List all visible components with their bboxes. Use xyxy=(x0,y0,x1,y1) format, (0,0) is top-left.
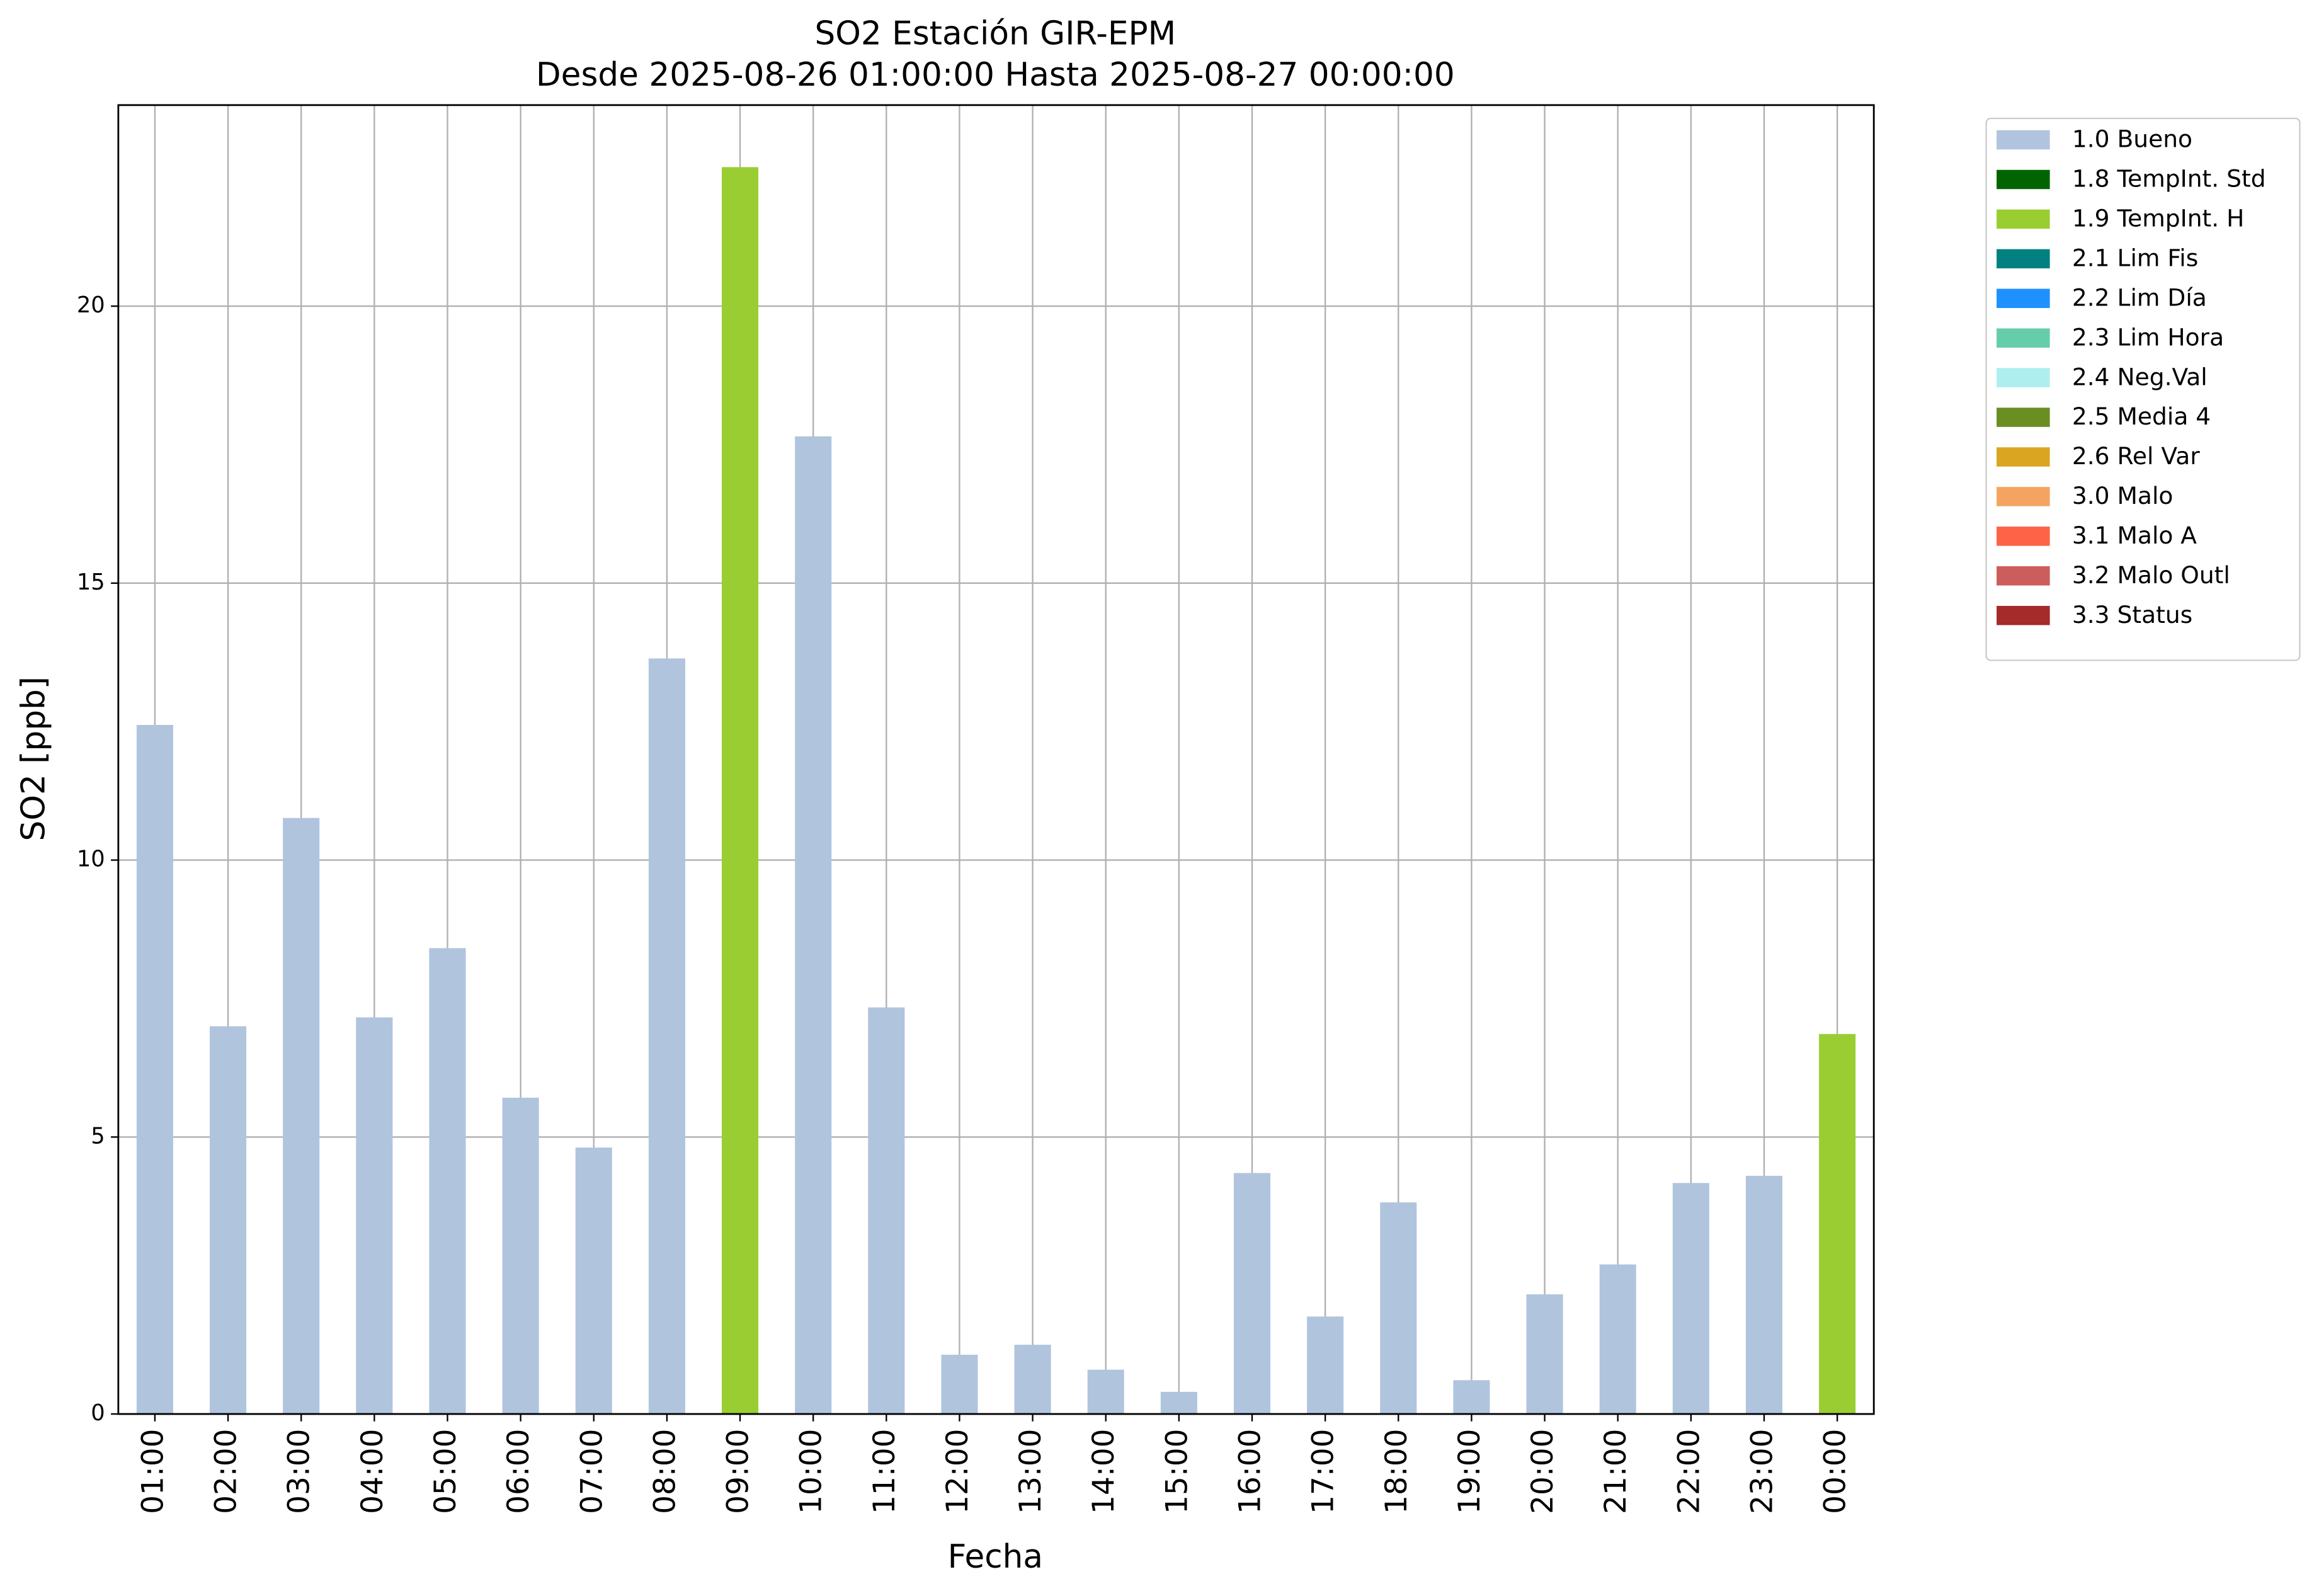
bar xyxy=(648,658,685,1415)
legend-label: 2.3 Lim Hora xyxy=(2072,323,2224,351)
legend-swatch xyxy=(1997,130,2050,150)
bar xyxy=(722,167,759,1415)
legend-swatch xyxy=(1997,408,2050,427)
bar xyxy=(210,1026,247,1415)
legend-swatch xyxy=(1997,566,2050,586)
chart-title: SO2 Estación GIR-EPM xyxy=(814,14,1176,52)
y-axis-label: SO2 [ppb] xyxy=(14,676,52,841)
legend-label: 3.1 Malo A xyxy=(2072,522,2197,549)
legend-swatch xyxy=(1997,249,2050,269)
x-tick-label: 22:00 xyxy=(1672,1429,1706,1514)
bar xyxy=(1599,1264,1636,1415)
x-tick-label: 12:00 xyxy=(940,1429,975,1514)
y-tick-label: 0 xyxy=(91,1400,105,1426)
bar xyxy=(502,1097,539,1415)
legend-swatch xyxy=(1997,447,2050,467)
legend-swatch xyxy=(1997,368,2050,387)
bar xyxy=(283,818,320,1415)
legend-label: 3.3 Status xyxy=(2072,601,2192,629)
legend-label: 2.6 Rel Var xyxy=(2072,442,2200,470)
legend-box xyxy=(1985,117,2301,661)
legend-label: 1.8 TempInt. Std xyxy=(2072,165,2266,193)
legend-swatch xyxy=(1997,209,2050,229)
x-axis-label: Fecha xyxy=(948,1538,1043,1576)
bar xyxy=(356,1017,393,1415)
y-tick-label: 10 xyxy=(77,846,105,872)
bar xyxy=(1819,1034,1856,1415)
bar xyxy=(1526,1294,1563,1415)
x-tick-label: 14:00 xyxy=(1086,1429,1121,1514)
bar xyxy=(1672,1183,1709,1415)
x-tick-label: 09:00 xyxy=(721,1429,756,1514)
legend-swatch xyxy=(1997,169,2050,190)
x-tick-label: 04:00 xyxy=(355,1429,390,1514)
x-tick-label: 02:00 xyxy=(209,1429,244,1514)
legend-label: 1.9 TempInt. H xyxy=(2072,205,2245,232)
legend-swatch xyxy=(1997,527,2050,546)
bar xyxy=(1307,1316,1344,1415)
bar xyxy=(1087,1369,1124,1415)
bar xyxy=(795,436,832,1415)
legend-swatch xyxy=(1997,487,2050,506)
legend-label: 3.0 Malo xyxy=(2072,482,2174,510)
x-tick-label: 13:00 xyxy=(1013,1429,1048,1514)
x-tick-label: 07:00 xyxy=(574,1429,609,1514)
x-tick-label: 19:00 xyxy=(1452,1429,1487,1514)
x-tick-label: 20:00 xyxy=(1525,1429,1560,1514)
x-tick-label: 08:00 xyxy=(647,1429,682,1514)
bar xyxy=(1233,1173,1271,1415)
bar xyxy=(1160,1391,1197,1415)
bar xyxy=(136,724,173,1415)
legend-swatch xyxy=(1997,288,2050,309)
x-tick-label: 01:00 xyxy=(135,1429,170,1514)
legend-label: 1.0 Bueno xyxy=(2072,125,2192,153)
bar xyxy=(868,1007,905,1415)
x-tick-label: 21:00 xyxy=(1598,1429,1633,1514)
x-tick-label: 11:00 xyxy=(867,1429,902,1514)
x-tick-label: 16:00 xyxy=(1233,1429,1268,1514)
y-tick-label: 20 xyxy=(77,292,105,318)
legend-swatch xyxy=(1997,605,2050,625)
legend-label: 2.1 Lim Fis xyxy=(2072,244,2198,272)
bar xyxy=(1745,1175,1783,1415)
x-tick-label: 15:00 xyxy=(1160,1429,1194,1514)
x-tick-label: 17:00 xyxy=(1306,1429,1341,1514)
x-tick-label: 06:00 xyxy=(501,1429,536,1514)
bar xyxy=(429,948,466,1415)
chart-subtitle: Desde 2025-08-26 01:00:00 Hasta 2025-08-… xyxy=(536,56,1455,94)
legend-swatch xyxy=(1997,328,2050,348)
x-tick-label: 00:00 xyxy=(1818,1429,1853,1514)
y-tick-label: 15 xyxy=(77,569,105,595)
plot-frame xyxy=(117,104,1875,1415)
bar xyxy=(1380,1202,1417,1415)
x-tick-label: 05:00 xyxy=(428,1429,463,1514)
x-tick-label: 23:00 xyxy=(1745,1429,1779,1514)
bar xyxy=(1453,1380,1490,1415)
y-tick-label: 5 xyxy=(91,1123,105,1149)
bar xyxy=(941,1354,978,1415)
x-tick-label: 10:00 xyxy=(794,1429,829,1514)
legend-label: 2.5 Media 4 xyxy=(2072,402,2211,430)
x-tick-label: 03:00 xyxy=(282,1429,317,1514)
legend-label: 3.2 Malo Outl xyxy=(2072,561,2230,589)
bar xyxy=(1014,1345,1051,1415)
legend-label: 2.4 Neg.Val xyxy=(2072,363,2208,390)
legend-label: 2.2 Lim Día xyxy=(2072,283,2207,311)
x-tick-label: 18:00 xyxy=(1379,1429,1414,1514)
bar xyxy=(575,1148,612,1415)
